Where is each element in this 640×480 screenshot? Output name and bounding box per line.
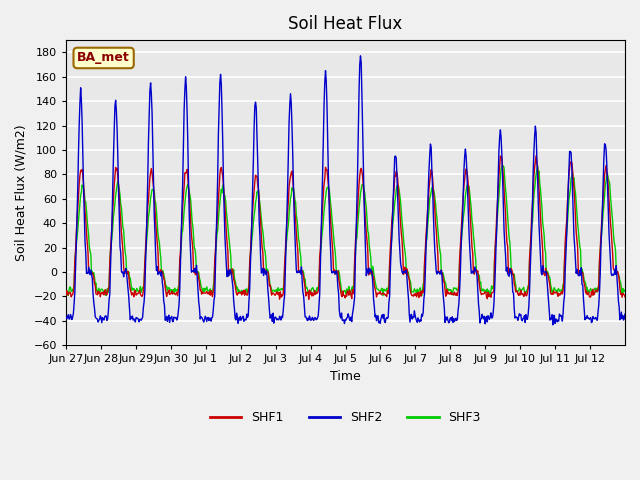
Title: Soil Heat Flux: Soil Heat Flux: [289, 15, 403, 33]
Y-axis label: Soil Heat Flux (W/m2): Soil Heat Flux (W/m2): [15, 124, 28, 261]
Text: BA_met: BA_met: [77, 51, 130, 64]
X-axis label: Time: Time: [330, 370, 361, 383]
Legend: SHF1, SHF2, SHF3: SHF1, SHF2, SHF3: [205, 407, 486, 430]
